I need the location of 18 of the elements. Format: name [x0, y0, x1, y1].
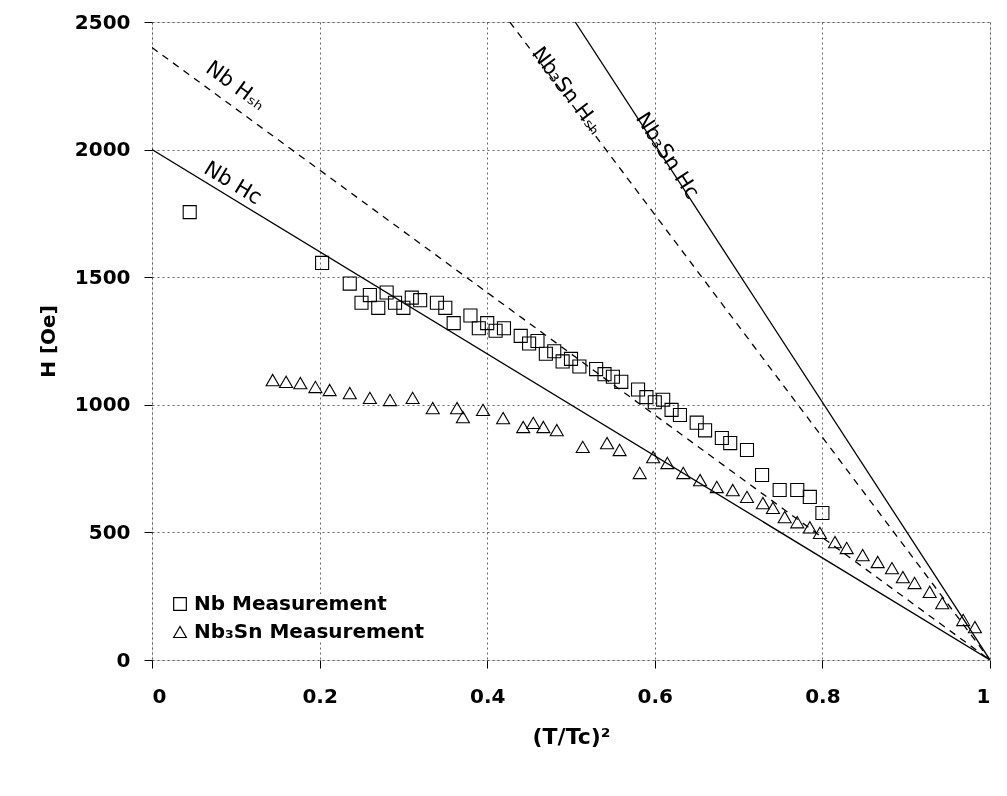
x-tick-label: 1 — [976, 683, 991, 708]
y-tick-label: 2000 — [74, 137, 131, 162]
y-tick-label: 500 — [88, 519, 131, 544]
y-tick-label: 1500 — [74, 264, 131, 289]
y-axis-title: H [Oe] — [35, 305, 60, 378]
y-tick-label: 0 — [116, 647, 131, 672]
x-tick-label: 0.4 — [469, 683, 506, 708]
legend-label: Nb₃Sn Measurement — [194, 619, 425, 643]
x-tick-label: 0.6 — [637, 683, 674, 708]
x-tick-label: 0 — [152, 683, 167, 708]
x-tick-label: 0.2 — [302, 683, 338, 708]
text: Nb Hc — [199, 155, 267, 210]
x-tick-label: 0.8 — [805, 683, 841, 708]
text: Nb Hₛₕ — [201, 55, 271, 116]
legend-label: Nb Measurement — [194, 591, 388, 615]
y-tick-label: 2500 — [74, 9, 131, 34]
y-tick-label: 1000 — [74, 392, 131, 417]
x-axis-title: (T/Tc)² — [532, 723, 611, 749]
